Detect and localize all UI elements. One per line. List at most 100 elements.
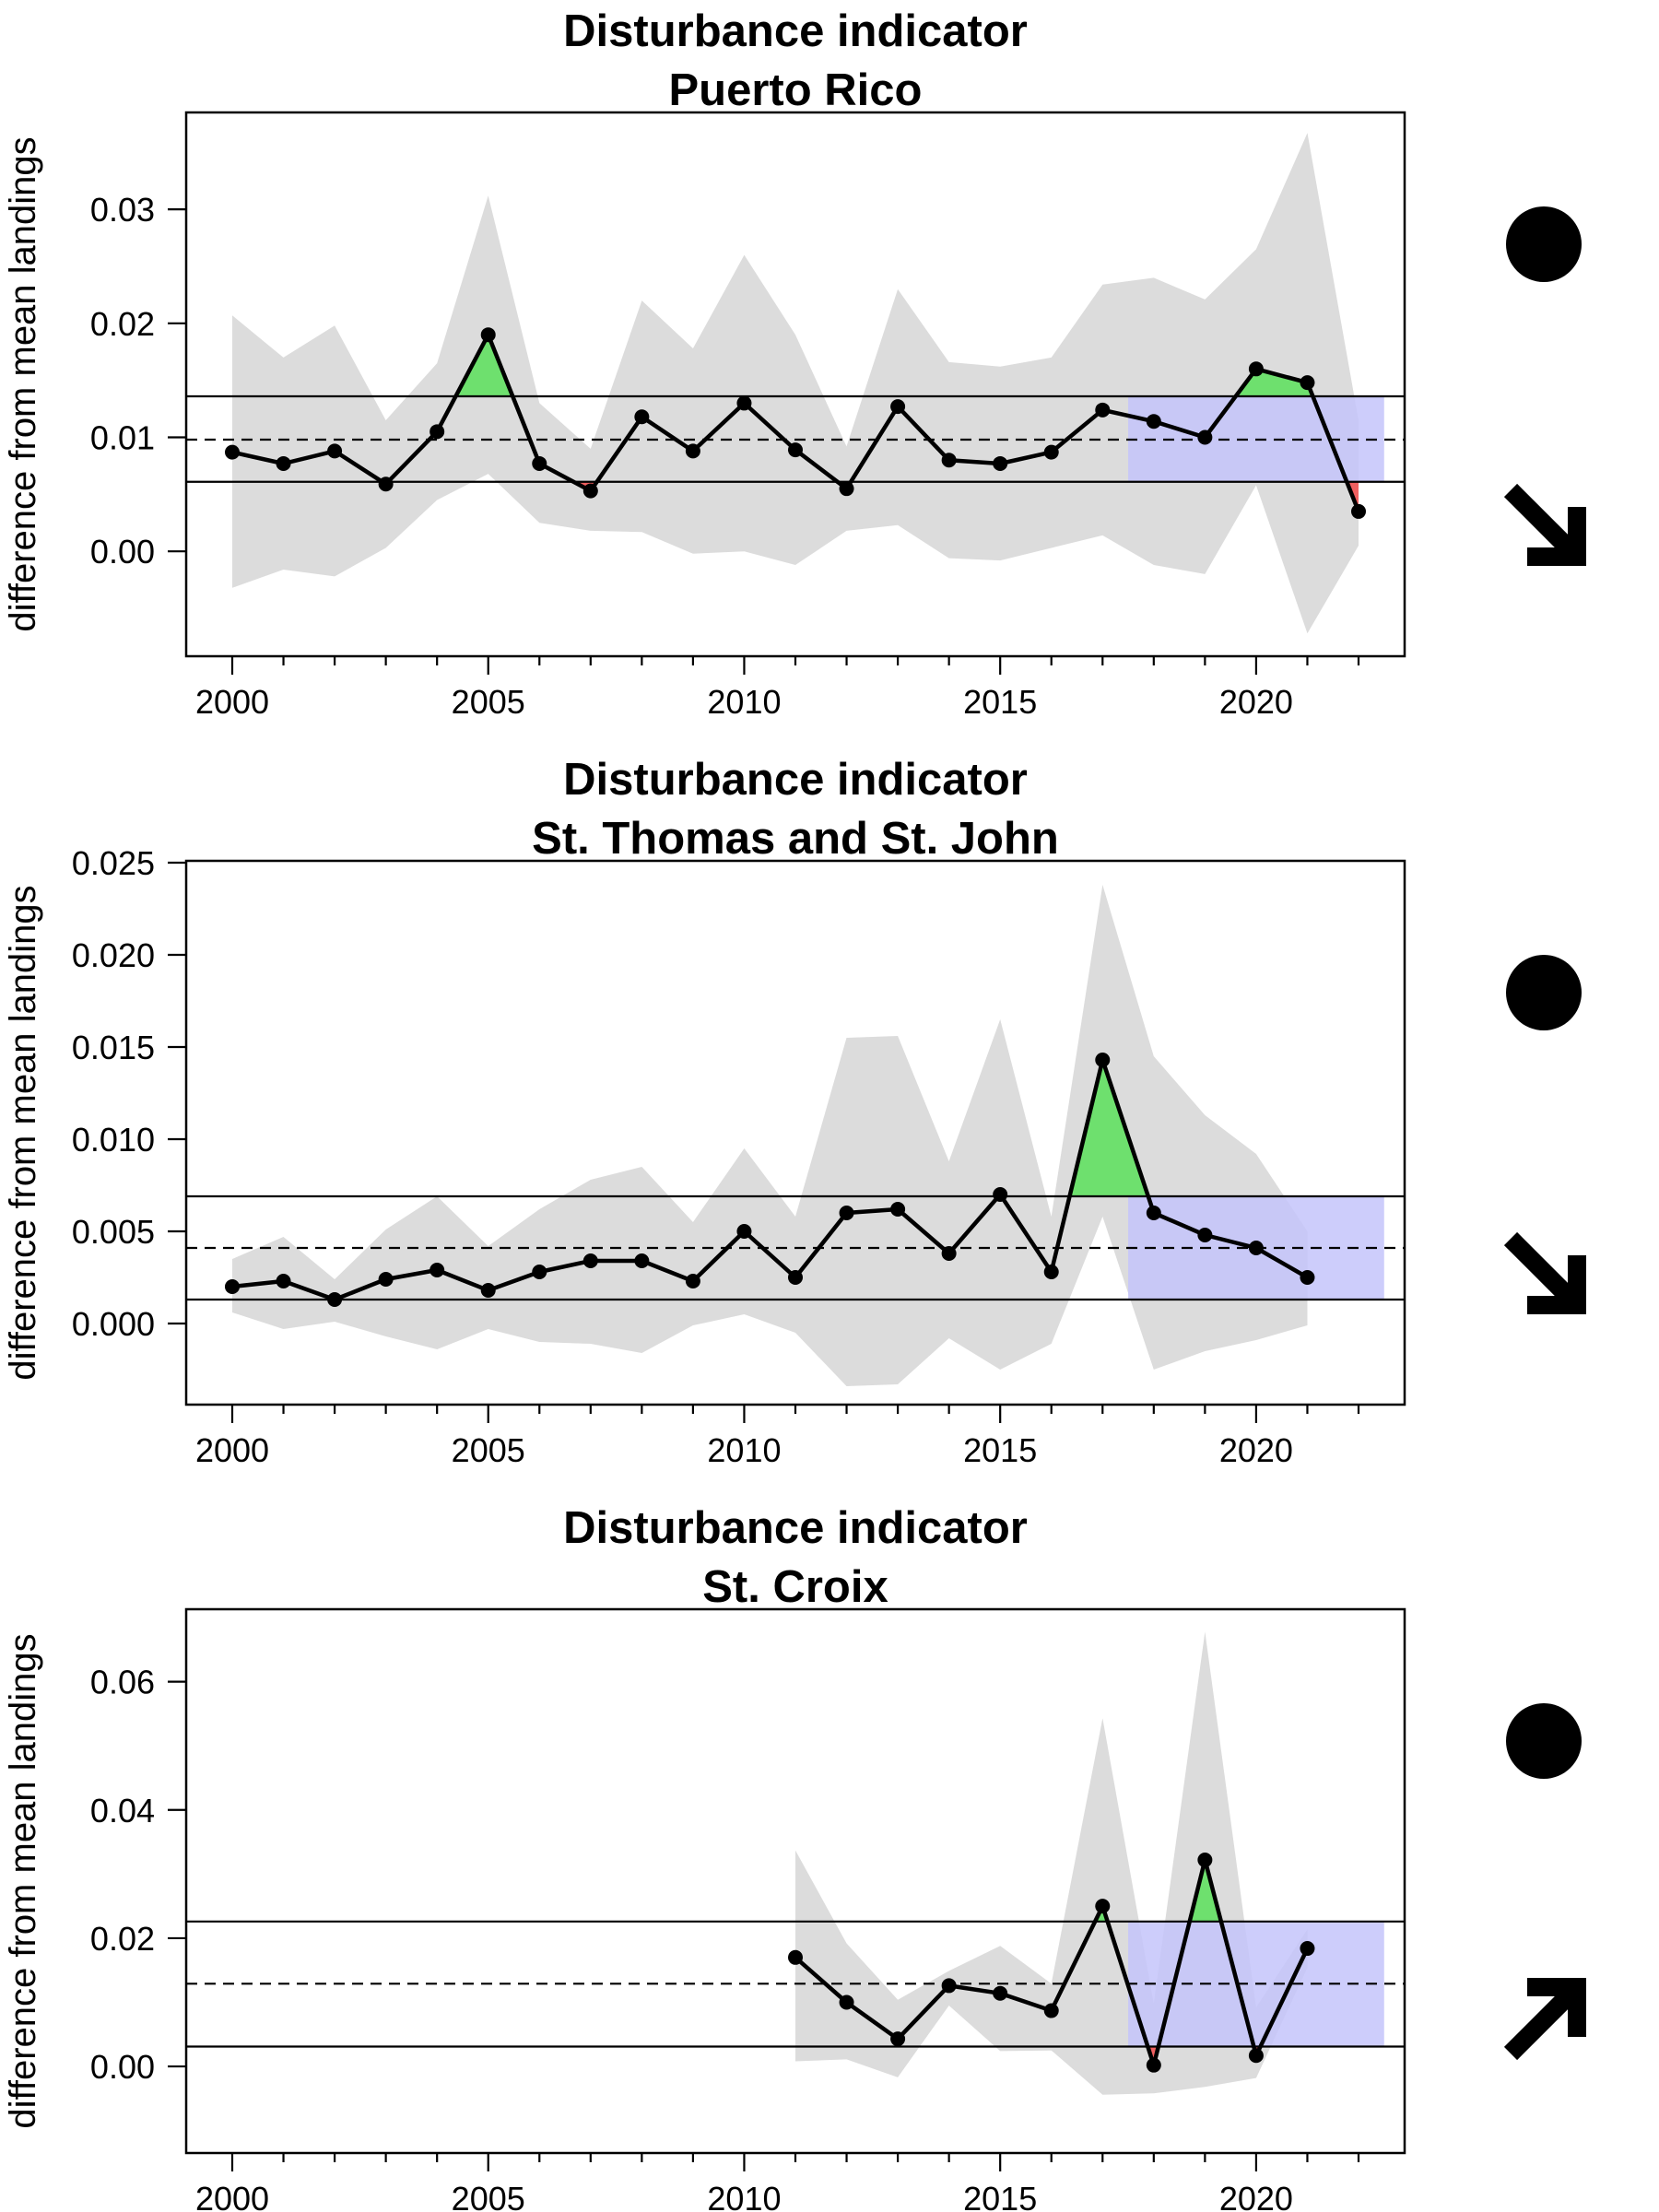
chart-panel-1: 2000 2005 2010 2015 2020 0.00 0.01 0.02 0.03 diff…	[3, 6, 1586, 721]
above-threshold-fill	[231, 335, 1359, 396]
data-point	[429, 1263, 445, 1277]
x-tick-label: 2020	[1219, 683, 1293, 721]
data-point	[1351, 503, 1367, 519]
data-point	[1043, 2003, 1059, 2018]
arrow-up-right-icon	[1503, 1978, 1586, 2061]
x-tick-label: 2010	[707, 2180, 781, 2212]
data-point	[634, 1253, 650, 1268]
above-threshold-fill	[231, 1060, 1308, 1196]
data-point	[276, 455, 291, 471]
series-line	[231, 1057, 1309, 1302]
data-point	[788, 1270, 803, 1285]
plot-area	[186, 885, 1405, 1386]
x-tick-label: 2000	[195, 1431, 269, 1469]
data-point	[1197, 1853, 1213, 1868]
confidence-band	[232, 885, 1308, 1386]
x-tick-label: 2010	[707, 1431, 781, 1469]
y-tick-label: 0.025	[72, 844, 155, 882]
data-point	[736, 395, 752, 411]
y-tick-label: 0.010	[72, 1121, 155, 1159]
y-tick-label: 0.02	[90, 305, 155, 343]
data-point	[1248, 361, 1264, 377]
data-point	[1095, 1899, 1111, 1914]
y-tick-label: 0.00	[90, 533, 155, 571]
filled-circle-icon	[1506, 206, 1582, 282]
data-point	[788, 442, 803, 458]
data-point	[378, 477, 394, 492]
x-tick-label: 2000	[195, 2180, 269, 2212]
y-tick-label: 0.015	[72, 1029, 155, 1066]
data-point	[224, 1279, 240, 1294]
data-point	[378, 1272, 394, 1287]
x-tick-label: 2015	[963, 683, 1037, 721]
arrow-down-right-icon	[1503, 1231, 1586, 1314]
chart-panel-2: 2000 2005 2010 2015 2020 0.000 0.005 0.010 0.015…	[3, 755, 1586, 1469]
data-point	[685, 443, 700, 459]
data-point	[890, 399, 906, 415]
data-point	[532, 1265, 547, 1279]
data-point	[839, 1206, 854, 1220]
data-point	[1197, 1228, 1213, 1242]
data-point	[634, 409, 650, 425]
x-tick-label: 2010	[707, 683, 781, 721]
y-tick-label: 0.005	[72, 1213, 155, 1251]
x-tick-label: 2005	[452, 1431, 525, 1469]
data-point	[582, 1253, 598, 1268]
chart-title: Disturbance indicator	[563, 6, 1028, 56]
data-point	[480, 1283, 496, 1298]
data-point	[890, 2031, 906, 2047]
data-point	[941, 1978, 957, 1994]
data-point	[993, 1985, 1008, 2001]
data-point	[1146, 2057, 1161, 2073]
y-axis-label: difference from mean landings	[3, 885, 43, 1380]
confidence-band	[232, 133, 1359, 634]
chart-title: Disturbance indicator	[563, 1503, 1028, 1553]
data-point	[327, 1292, 343, 1307]
y-tick-label: 0.020	[72, 936, 155, 974]
filled-circle-icon	[1506, 955, 1582, 1030]
data-point	[1146, 414, 1161, 429]
data-point	[1248, 2048, 1264, 2064]
x-tick-label: 2000	[195, 683, 269, 721]
data-point	[1197, 429, 1213, 445]
data-point	[890, 1202, 906, 1217]
plot-area	[186, 1631, 1405, 2095]
data-point	[327, 443, 343, 459]
arrow-down-right-icon	[1503, 483, 1586, 566]
y-tick-label: 0.00	[90, 2048, 155, 2086]
data-point	[1043, 1265, 1059, 1279]
data-point	[429, 424, 445, 440]
data-point	[941, 1246, 957, 1261]
x-tick-label: 2015	[963, 2180, 1037, 2212]
data-point	[736, 1224, 752, 1239]
data-point	[224, 444, 240, 460]
data-point	[839, 1994, 854, 2010]
data-point	[1300, 1270, 1315, 1285]
chart-subtitle: Puerto Rico	[669, 65, 923, 115]
plot-area	[186, 133, 1405, 634]
data-point	[839, 481, 854, 497]
y-axis-label: difference from mean landings	[3, 136, 43, 631]
chart-subtitle: St. Thomas and St. John	[532, 814, 1059, 864]
data-point	[1095, 1053, 1111, 1067]
data-point	[1300, 375, 1315, 391]
x-tick-label: 2005	[452, 2180, 525, 2212]
chart-panel-3: 2000 2005 2010 2015 2020 0.00 0.02 0.04 0.06 diff…	[3, 1503, 1586, 2212]
x-tick-label: 2005	[452, 683, 525, 721]
y-tick-label: 0.04	[90, 1792, 155, 1830]
y-axis-label: difference from mean landings	[3, 1633, 43, 2128]
data-point	[1095, 402, 1111, 418]
data-point	[993, 1187, 1008, 1202]
x-tick-label: 2020	[1219, 1431, 1293, 1469]
y-tick-label: 0.01	[90, 419, 155, 457]
filled-circle-icon	[1506, 1703, 1582, 1779]
data-point	[993, 455, 1008, 471]
y-tick-label: 0.06	[90, 1664, 155, 1701]
x-tick-label: 2020	[1219, 2180, 1293, 2212]
chart-subtitle: St. Croix	[702, 1562, 888, 1612]
data-point	[685, 1274, 700, 1288]
data-point	[788, 1949, 803, 1965]
data-point	[1146, 1206, 1161, 1220]
data-point	[1043, 444, 1059, 460]
